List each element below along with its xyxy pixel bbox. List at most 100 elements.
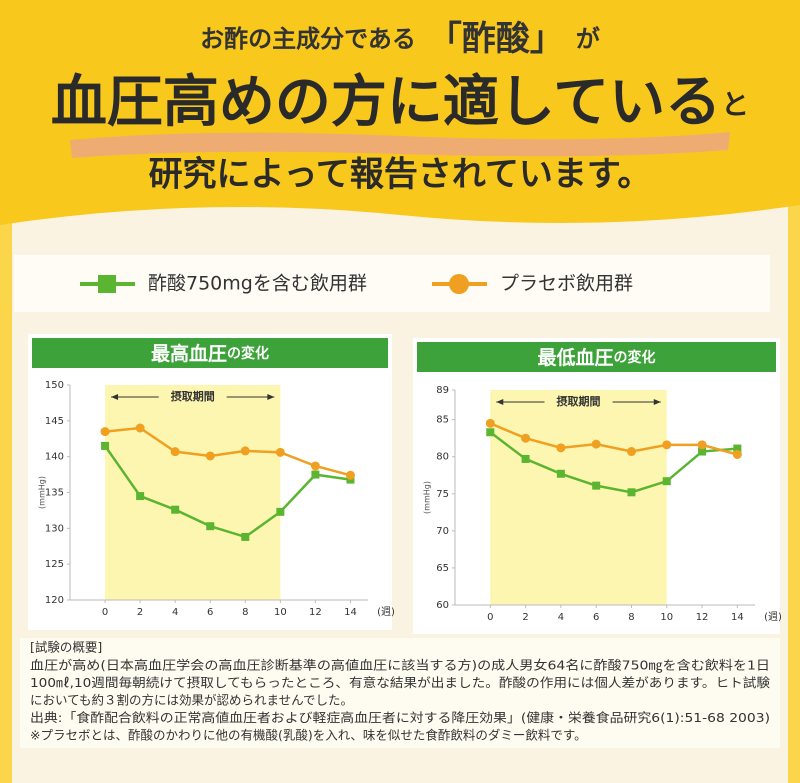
- y-tick-label: 135: [45, 488, 64, 499]
- point: [171, 505, 180, 514]
- y-tick-label: 130: [45, 523, 64, 534]
- point: [240, 446, 250, 456]
- period-region: [105, 385, 281, 600]
- series-line: [489, 422, 738, 456]
- point: [591, 439, 601, 449]
- chart-title-bar: [32, 338, 388, 368]
- x-tick-label: 12: [696, 612, 709, 623]
- point: [556, 443, 566, 453]
- header-line3: 研究によって報告されています。: [149, 155, 652, 195]
- point: [733, 444, 742, 453]
- notes-line: 出典:「食酢配合飲料の正常高値血圧者および軽症高血圧者に対する降圧効果」(健康・…: [30, 710, 770, 725]
- point: [485, 418, 495, 428]
- y-label: (mmHg): [38, 476, 47, 509]
- chart-title-sub: の変化: [614, 349, 656, 366]
- point: [275, 447, 285, 457]
- point: [276, 507, 285, 516]
- point: [697, 440, 707, 450]
- x-tick-label: 8: [628, 612, 634, 623]
- point: [100, 427, 110, 437]
- x-tick-label: 2: [522, 612, 528, 623]
- point: [135, 423, 145, 433]
- y-tick-label: 89: [436, 385, 449, 396]
- header-line2: 血圧高めの方に適していると: [51, 70, 749, 135]
- chart-title-main: 最高血圧: [151, 342, 227, 365]
- point: [627, 488, 636, 497]
- header-text: と: [721, 88, 749, 121]
- x-tick-label: 14: [731, 612, 744, 623]
- y-tick-label: 75: [436, 489, 449, 500]
- series-line: [104, 445, 351, 539]
- series-line: [104, 426, 351, 477]
- point: [592, 481, 601, 490]
- notes-title: [試験の概要]: [30, 640, 102, 655]
- chart-title-main: 最低血圧: [537, 346, 613, 369]
- point: [206, 522, 215, 531]
- x-tick-label: 4: [558, 612, 564, 623]
- header-text: お酢の主成分である: [200, 25, 416, 53]
- notes-line: においても約３割の方には効果が認められませんでした。: [30, 693, 353, 708]
- header-highlight: 「酢酸」: [428, 19, 564, 59]
- point: [241, 532, 250, 541]
- legend-marker: [98, 275, 116, 293]
- legend-marker: [449, 274, 469, 294]
- chart-title: 最高血圧の変化: [151, 342, 269, 365]
- y-tick-label: 120: [45, 595, 64, 606]
- x-tick-label: 10: [274, 607, 287, 618]
- header-main: 血圧高めの方に適している: [51, 70, 721, 135]
- y-tick-label: 150: [45, 380, 64, 391]
- notes-line: ※プラセボとは、酢酸のかわりに他の有機酸(乳酸)を入れ、味を似せた食酢飲料のダミ…: [30, 728, 587, 743]
- x-unit: (週): [377, 606, 395, 618]
- y-tick-label: 125: [45, 559, 64, 570]
- point: [205, 451, 215, 461]
- x-tick-label: 12: [309, 607, 322, 618]
- header-band: [0, 0, 800, 225]
- x-tick-label: 6: [207, 607, 213, 618]
- notes: 血圧が高め(日本高血圧学会の高血圧診断基準の高値血圧に該当する方)の成人男女64…: [30, 658, 771, 743]
- x-tick-label: 10: [660, 612, 673, 623]
- legend: 酢酸750mgを含む飲用群 プラセボ飲用群: [80, 273, 633, 295]
- y-label: (mmHg): [423, 481, 432, 514]
- x-tick-label: 8: [242, 607, 248, 618]
- x-unit: (週): [764, 611, 782, 623]
- brush-stroke: [70, 132, 730, 158]
- point: [662, 477, 671, 486]
- point: [101, 441, 110, 450]
- point: [698, 447, 707, 456]
- point: [311, 470, 320, 479]
- point: [521, 454, 530, 463]
- point: [732, 450, 742, 459]
- y-tick-label: 70: [436, 526, 449, 537]
- period-label: 摂取期間: [171, 389, 215, 403]
- chart-title-sub: の変化: [227, 345, 269, 362]
- chart-title: 最低血圧の変化: [537, 346, 655, 369]
- y-tick-label: 140: [45, 452, 64, 463]
- point: [556, 469, 565, 478]
- x-tick-label: 14: [344, 607, 357, 618]
- chart-title-bar: [417, 342, 776, 372]
- header-text: が: [576, 25, 600, 53]
- x-tick-label: 0: [102, 607, 108, 618]
- period-label: 摂取期間: [557, 394, 601, 408]
- x-tick-label: 4: [172, 607, 178, 618]
- header-line1: お酢の主成分である 「酢酸」が: [200, 19, 600, 59]
- point: [626, 447, 636, 457]
- x-tick-label: 2: [137, 607, 143, 618]
- x-tick-label: 6: [593, 612, 599, 623]
- y-tick-label: 145: [45, 416, 64, 427]
- period-region: [490, 390, 667, 605]
- point: [662, 440, 672, 450]
- legend-label: プラセボ飲用群: [500, 273, 633, 295]
- notes-box: [20, 638, 780, 748]
- y-tick-label: 60: [436, 600, 449, 611]
- point: [136, 492, 145, 501]
- point: [310, 461, 320, 471]
- legend-box: [14, 255, 770, 312]
- y-tick-label: 85: [436, 415, 449, 426]
- notes-line: 血圧が高め(日本高血圧学会の高血圧診断基準の高値血圧に該当する方)の成人男女64…: [30, 658, 770, 673]
- series-line: [489, 431, 738, 494]
- point: [486, 428, 495, 437]
